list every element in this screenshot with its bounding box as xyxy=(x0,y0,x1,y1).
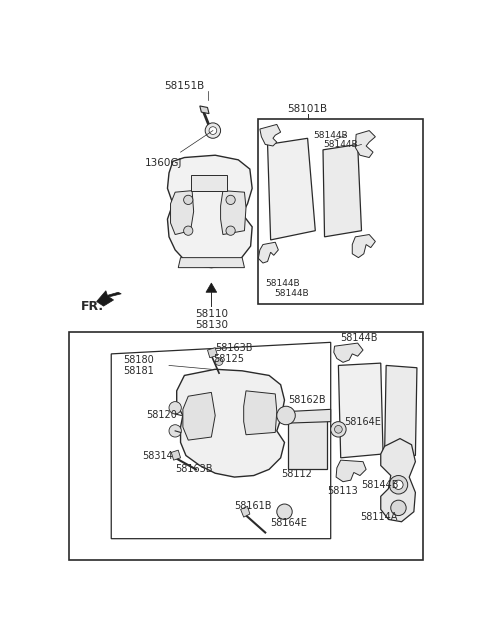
Circle shape xyxy=(389,475,408,494)
Text: 58112: 58112 xyxy=(281,469,312,479)
Circle shape xyxy=(209,127,217,134)
Ellipse shape xyxy=(351,376,365,393)
Polygon shape xyxy=(207,348,217,358)
Polygon shape xyxy=(258,119,423,304)
Polygon shape xyxy=(267,138,315,240)
Ellipse shape xyxy=(326,462,366,493)
Polygon shape xyxy=(323,144,361,237)
Text: 58163B: 58163B xyxy=(215,343,252,353)
Text: 58120: 58120 xyxy=(146,410,177,420)
Polygon shape xyxy=(258,242,278,263)
Ellipse shape xyxy=(281,160,295,178)
Circle shape xyxy=(184,196,193,204)
Text: 58151B: 58151B xyxy=(164,81,204,91)
Text: 58144B: 58144B xyxy=(361,480,399,489)
Polygon shape xyxy=(111,343,331,539)
Ellipse shape xyxy=(335,190,345,206)
Polygon shape xyxy=(96,291,121,306)
Polygon shape xyxy=(183,392,215,440)
Text: 58144B: 58144B xyxy=(275,289,309,298)
Polygon shape xyxy=(336,460,366,482)
Ellipse shape xyxy=(196,204,219,219)
Circle shape xyxy=(277,504,292,520)
Text: 58180: 58180 xyxy=(123,355,154,365)
Polygon shape xyxy=(244,391,277,435)
Ellipse shape xyxy=(216,422,238,440)
Circle shape xyxy=(205,123,221,138)
Ellipse shape xyxy=(332,466,361,488)
Polygon shape xyxy=(384,366,417,456)
Circle shape xyxy=(335,426,342,433)
Text: 58144B: 58144B xyxy=(323,140,358,149)
Text: 58314: 58314 xyxy=(142,450,173,461)
Text: 58114A: 58114A xyxy=(360,512,397,522)
Circle shape xyxy=(169,425,181,437)
Text: 58144B: 58144B xyxy=(265,279,300,288)
Text: 58164E: 58164E xyxy=(345,417,382,427)
Polygon shape xyxy=(177,369,285,477)
Text: 58110: 58110 xyxy=(195,309,228,319)
Polygon shape xyxy=(191,175,227,190)
Ellipse shape xyxy=(351,399,365,416)
Text: 58125: 58125 xyxy=(214,353,245,364)
Polygon shape xyxy=(334,343,363,362)
Ellipse shape xyxy=(281,187,295,205)
Text: 58181: 58181 xyxy=(123,366,154,376)
Polygon shape xyxy=(288,419,327,470)
Text: 58144B: 58144B xyxy=(340,334,377,344)
Ellipse shape xyxy=(216,399,238,416)
Text: 58162B: 58162B xyxy=(288,395,326,405)
Polygon shape xyxy=(200,106,209,114)
Circle shape xyxy=(391,500,406,516)
Polygon shape xyxy=(168,155,252,268)
Ellipse shape xyxy=(216,445,238,463)
Text: 58163B: 58163B xyxy=(175,465,213,474)
Text: FR.: FR. xyxy=(81,300,104,312)
Ellipse shape xyxy=(196,181,219,196)
Polygon shape xyxy=(240,506,250,517)
Polygon shape xyxy=(221,190,246,235)
Text: 58164E: 58164E xyxy=(271,518,308,528)
Text: 58130: 58130 xyxy=(195,320,228,330)
Text: 58101B: 58101B xyxy=(288,104,328,114)
Circle shape xyxy=(215,358,223,366)
Ellipse shape xyxy=(196,231,219,246)
Polygon shape xyxy=(178,258,244,268)
Circle shape xyxy=(394,480,403,489)
Circle shape xyxy=(226,196,235,204)
Text: 58144B: 58144B xyxy=(314,131,348,140)
Ellipse shape xyxy=(288,463,327,476)
Polygon shape xyxy=(69,332,423,560)
Circle shape xyxy=(226,226,235,235)
Circle shape xyxy=(184,226,193,235)
Ellipse shape xyxy=(335,166,345,181)
Polygon shape xyxy=(286,410,331,423)
Ellipse shape xyxy=(351,422,365,440)
Polygon shape xyxy=(171,450,180,460)
Polygon shape xyxy=(355,130,375,158)
Text: 58113: 58113 xyxy=(327,486,358,496)
Polygon shape xyxy=(352,235,375,258)
Polygon shape xyxy=(381,438,415,521)
Text: 58161B: 58161B xyxy=(234,502,272,511)
Polygon shape xyxy=(260,125,281,146)
Circle shape xyxy=(169,402,181,414)
Ellipse shape xyxy=(281,210,295,228)
Ellipse shape xyxy=(288,412,327,426)
Polygon shape xyxy=(206,283,217,292)
Text: 1360GJ: 1360GJ xyxy=(144,158,182,168)
Ellipse shape xyxy=(335,212,345,227)
Circle shape xyxy=(331,422,346,437)
Circle shape xyxy=(277,406,295,425)
Polygon shape xyxy=(170,190,193,235)
Polygon shape xyxy=(338,363,383,458)
